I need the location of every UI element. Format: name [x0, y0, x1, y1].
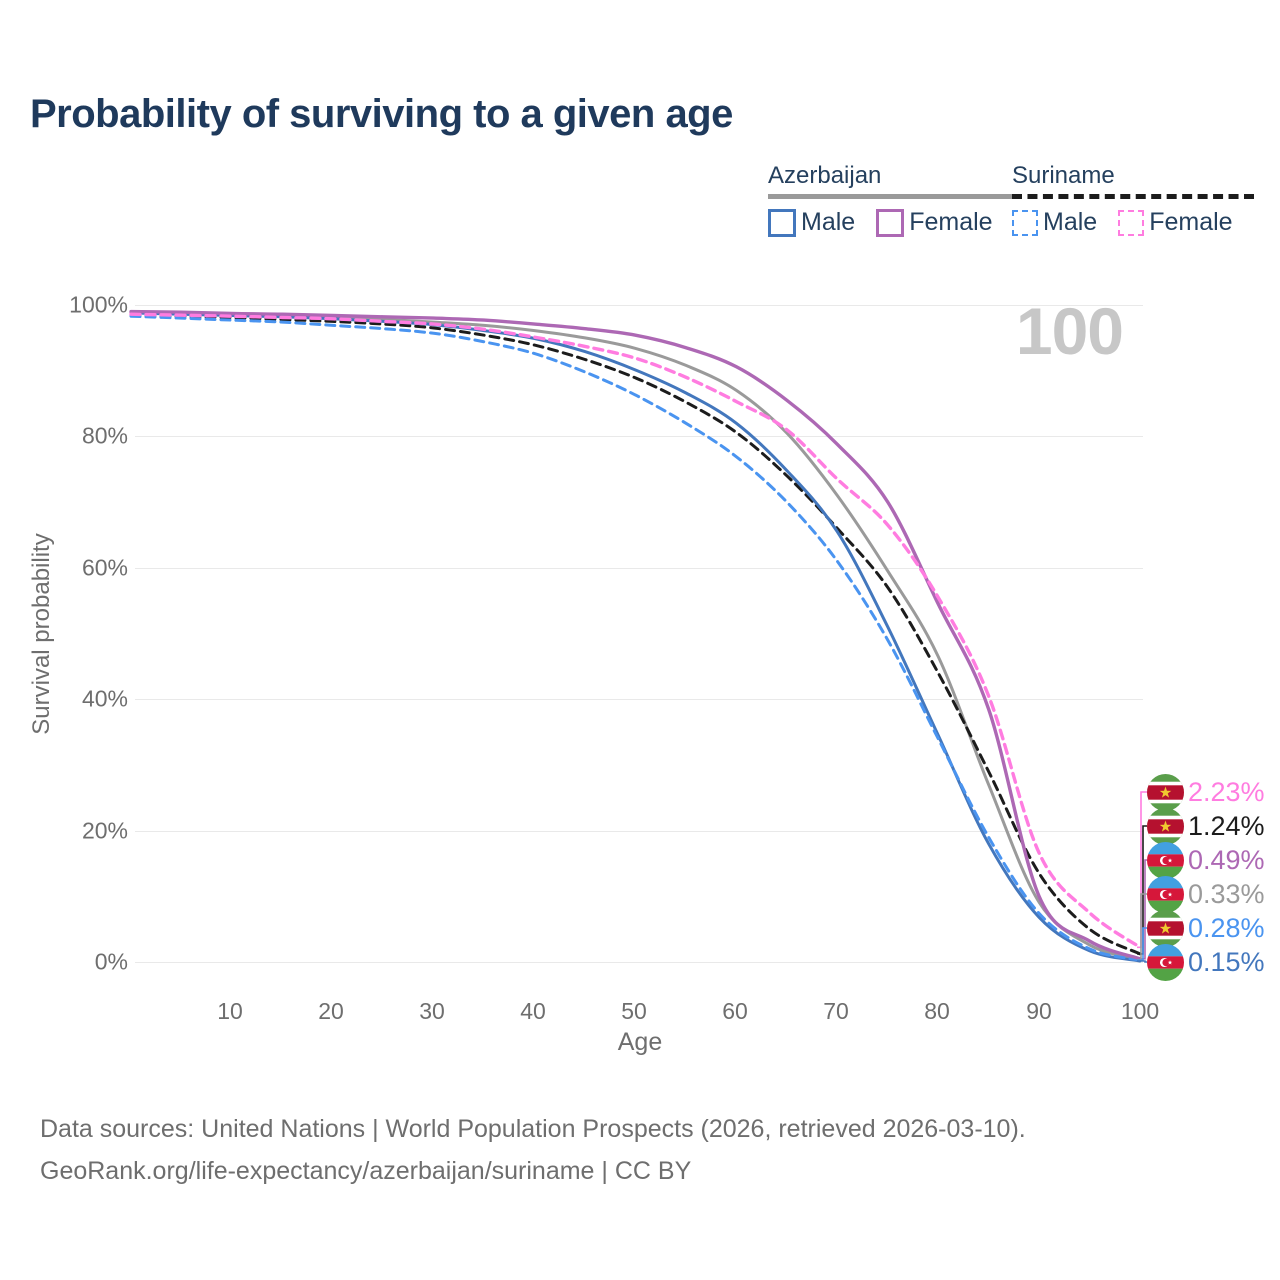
y-tick-20: 20% — [81, 817, 128, 844]
azerbaijan-flag-icon — [1147, 943, 1184, 981]
suriname-flag-icon — [1147, 807, 1184, 845]
annotation-azerbaijan-male: 0.15% — [1147, 943, 1265, 981]
end-value-label: 0.33% — [1188, 878, 1265, 909]
legend-item-suriname-male[interactable]: Male — [1012, 208, 1097, 237]
y-tick-40: 40% — [81, 685, 128, 712]
annotation-connector-suriname_male — [1137, 927, 1147, 961]
annotation-azerbaijan-female: 0.49% — [1147, 841, 1265, 879]
y-tick-100: 100% — [69, 291, 128, 318]
legend-label-suriname-female: Female — [1149, 208, 1233, 236]
gridline-80 — [135, 436, 1143, 437]
legend-country-suriname: Suriname — [1012, 162, 1115, 189]
x-axis-title: Age — [617, 1028, 663, 1056]
end-value-label: 0.49% — [1188, 844, 1265, 875]
y-tick-60: 60% — [81, 554, 128, 581]
end-value-label: 1.24% — [1188, 810, 1265, 841]
legend-swatch-azerbaijan-male — [768, 208, 796, 237]
annotation-connector-azerbaijan_female — [1137, 859, 1147, 960]
legend-item-azerbaijan-female[interactable]: Female — [876, 208, 993, 237]
gridline-60 — [135, 568, 1143, 569]
x-tick-50: 50 — [621, 998, 647, 1024]
end-value-label: 0.15% — [1188, 946, 1265, 977]
x-tick-70: 70 — [823, 998, 849, 1024]
legend-group-azerbaijan: Azerbaijan Male Female — [768, 162, 1014, 237]
legend-swatch-azerbaijan-female — [876, 208, 905, 237]
x-tick-80: 80 — [924, 998, 950, 1024]
annotation-suriname-female: 2.23% — [1147, 773, 1265, 811]
annotation-connector-suriname_female — [1137, 791, 1147, 949]
y-tick-0: 0% — [94, 948, 128, 975]
y-axis-title: Survival probability — [28, 533, 55, 735]
legend-swatch-suriname-male — [1012, 209, 1038, 236]
x-tick-30: 30 — [419, 998, 445, 1024]
data-sources-line: Data sources: United Nations | World Pop… — [40, 1115, 1026, 1143]
curve-azerbaijan_total — [129, 310, 1142, 962]
curve-suriname_male — [129, 314, 1142, 962]
x-tick-40: 40 — [520, 998, 546, 1024]
gridline-0 — [135, 962, 1143, 963]
annotation-azerbaijan-total: 0.33% — [1147, 875, 1265, 913]
curve-suriname_female — [129, 312, 1142, 949]
gridline-40 — [135, 699, 1143, 700]
legend-underline-azerbaijan — [768, 194, 1014, 199]
x-tick-90: 90 — [1026, 998, 1052, 1024]
curve-azerbaijan_female — [129, 309, 1142, 961]
x-tick-20: 20 — [318, 998, 344, 1024]
end-value-label: 0.28% — [1188, 912, 1265, 943]
x-tick-10: 10 — [217, 998, 243, 1024]
curve-azerbaijan_male — [129, 311, 1142, 963]
gridline-20 — [135, 831, 1143, 832]
azerbaijan-flag-icon — [1147, 841, 1184, 879]
page-title: Probability of surviving to a given age — [30, 92, 733, 136]
gridline-100 — [135, 305, 1143, 306]
legend-item-azerbaijan-male[interactable]: Male — [768, 208, 855, 237]
footer: Data sources: United Nations | World Pop… — [40, 1108, 1026, 1192]
legend-swatch-suriname-female — [1118, 209, 1145, 236]
annotation-suriname-male: 0.28% — [1147, 909, 1265, 947]
legend-country-azerbaijan: Azerbaijan — [768, 162, 882, 189]
annotation-connector-suriname_total — [1137, 825, 1147, 955]
source-url-line: GeoRank.org/life-expectancy/azerbaijan/s… — [40, 1157, 692, 1185]
legend-group-suriname: Suriname Male Female — [1012, 162, 1254, 237]
azerbaijan-flag-icon — [1147, 875, 1184, 913]
x-tick-100: 100 — [1120, 998, 1160, 1024]
legend-label-azerbaijan-male: Male — [801, 208, 856, 236]
annotation-suriname-total: 1.24% — [1147, 807, 1265, 845]
end-value-label: 2.23% — [1188, 776, 1265, 807]
suriname-flag-icon — [1147, 773, 1184, 811]
highlighted-age-watermark: 100 — [1015, 294, 1124, 368]
suriname-flag-icon — [1147, 909, 1184, 947]
y-tick-80: 80% — [81, 422, 128, 449]
x-tick-60: 60 — [722, 998, 748, 1024]
annotation-connector-azerbaijan_total — [1137, 893, 1147, 961]
curve-suriname_total — [129, 313, 1142, 956]
legend-underline-suriname — [1012, 194, 1254, 199]
legend-item-suriname-female[interactable]: Female — [1118, 208, 1233, 237]
legend-label-suriname-male: Male — [1043, 208, 1098, 236]
legend-label-azerbaijan-female: Female — [909, 208, 993, 236]
